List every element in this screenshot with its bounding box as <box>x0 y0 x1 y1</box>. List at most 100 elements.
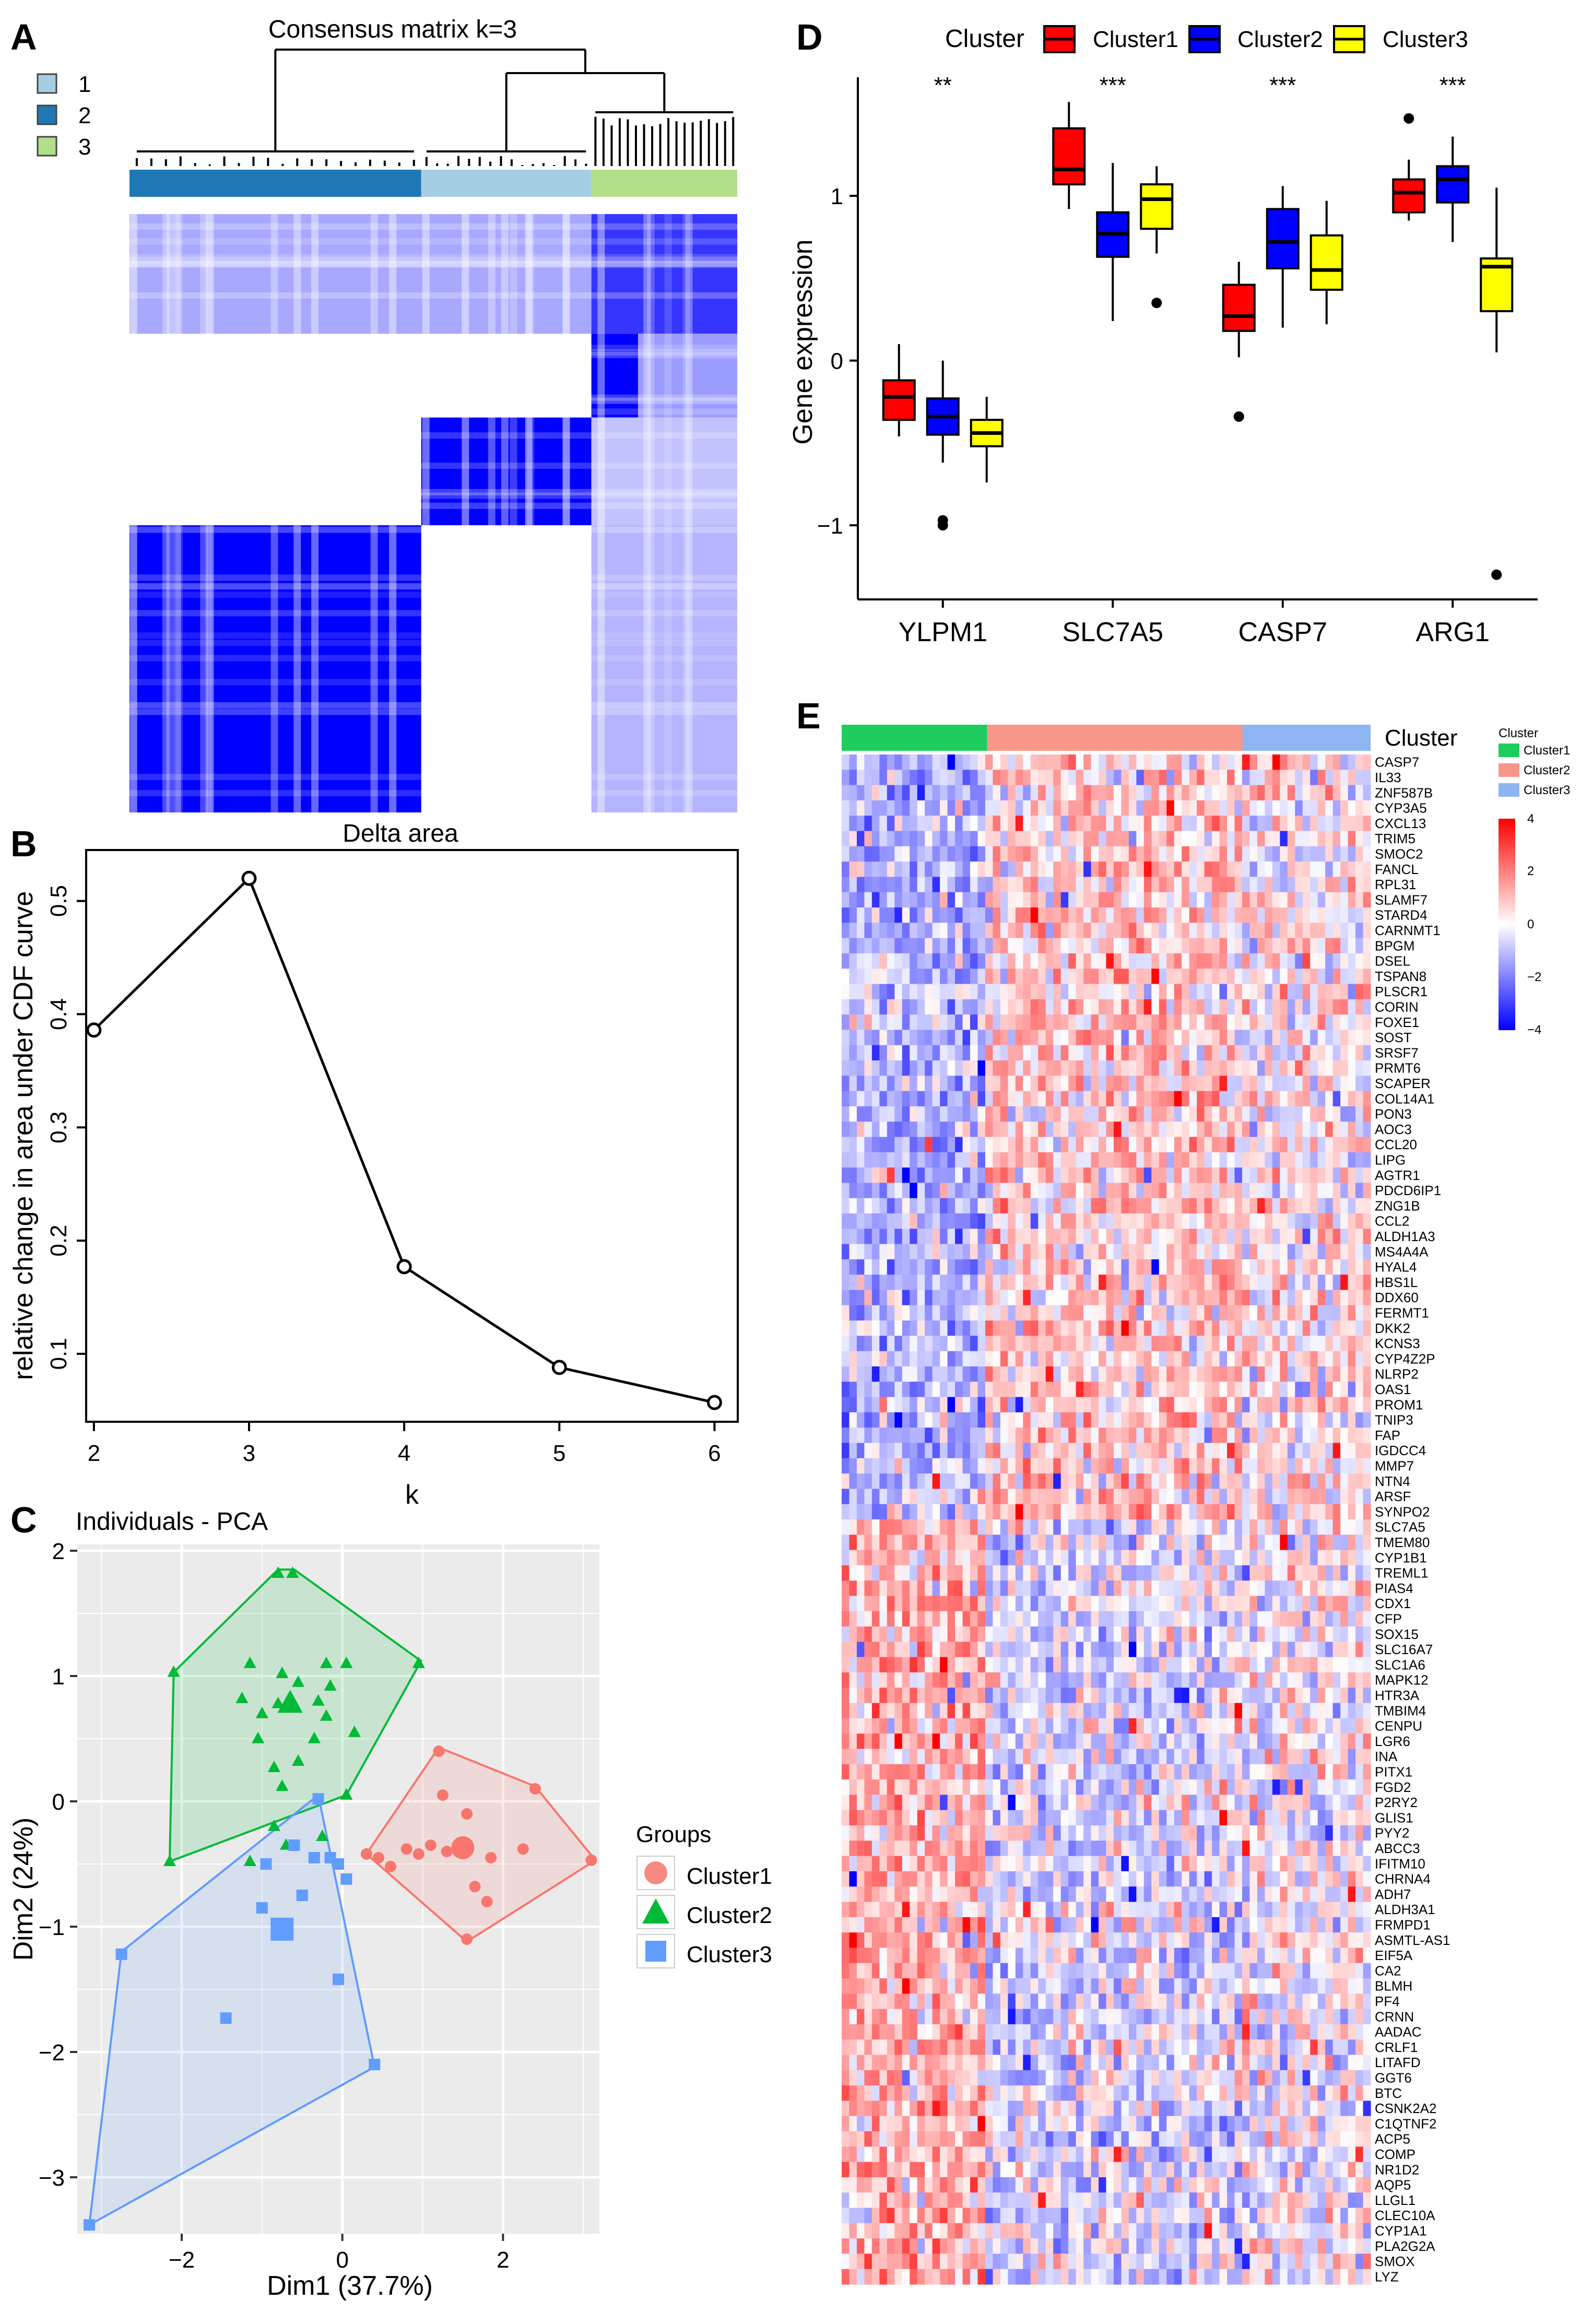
heatmap-cell <box>1325 846 1334 862</box>
heatmap-cell <box>1023 923 1031 939</box>
heatmap-cell <box>1099 1535 1107 1551</box>
heatmap-cell <box>1287 1688 1295 1704</box>
heatmap-cell <box>1083 1183 1092 1199</box>
heatmap-cell <box>1166 1351 1175 1367</box>
heatmap-cell <box>1340 1672 1349 1688</box>
heatmap-cell <box>1045 754 1054 770</box>
heatmap-cell <box>1151 1688 1160 1704</box>
heatmap-cell <box>1076 862 1084 877</box>
heatmap-cell <box>1143 1397 1152 1413</box>
heatmap-cell <box>925 754 933 770</box>
heatmap-cell <box>947 831 955 847</box>
heatmap-cell <box>993 1626 1001 1642</box>
heatmap-cell <box>1272 1596 1280 1612</box>
pca-point-cluster2 <box>272 1566 285 1578</box>
heatmap-cell <box>1295 1458 1303 1474</box>
heatmap-cell <box>1015 1672 1023 1688</box>
heatmap-cell <box>977 1167 986 1183</box>
heatmap-cell <box>1151 1733 1160 1750</box>
pca-point-cluster1 <box>360 1848 372 1860</box>
heatmap-cell <box>1045 770 1054 786</box>
heatmap-cell <box>1317 1091 1326 1107</box>
heatmap-cell <box>1310 1504 1318 1520</box>
heatmap-cell <box>1068 1366 1077 1382</box>
heatmap-cell <box>1076 1275 1084 1291</box>
heatmap-cell <box>1348 923 1356 939</box>
heatmap-cell <box>910 1091 918 1107</box>
heatmap-cell <box>977 1733 986 1750</box>
heatmap-cell <box>910 999 918 1015</box>
heatmap-cell <box>1053 1183 1061 1199</box>
heatmap-cell <box>1053 1259 1061 1275</box>
d-xtick-label: SLC7A5 <box>1062 617 1163 647</box>
heatmap-cell <box>856 1626 865 1642</box>
heatmap-cell <box>871 1045 880 1061</box>
heatmap-cell <box>1000 1336 1008 1352</box>
heatmap-cell <box>871 1428 880 1444</box>
pca-point-cluster2 <box>320 1656 333 1668</box>
heatmap-cell <box>1083 1122 1092 1138</box>
heatmap-cell <box>955 1336 963 1352</box>
heatmap-cell <box>1038 1611 1046 1627</box>
heatmap-cell <box>1068 1412 1077 1428</box>
heatmap-cell <box>970 754 978 770</box>
heatmap-cell <box>1053 1275 1061 1291</box>
heatmap-cell <box>1295 1519 1303 1535</box>
heatmap-cell <box>1038 846 1046 862</box>
heatmap-cell <box>1143 1152 1152 1168</box>
heatmap-cell <box>1121 1626 1129 1642</box>
heatmap-cell <box>1272 770 1280 786</box>
heatmap-cell <box>1355 1519 1364 1535</box>
heatmap-cell <box>1197 1076 1205 1092</box>
heatmap-cell <box>993 1351 1001 1367</box>
heatmap-cell <box>1083 1290 1092 1306</box>
heatmap-cell <box>1234 1137 1243 1153</box>
heatmap-cell <box>955 1672 963 1688</box>
heatmap-cell <box>1332 1657 1341 1673</box>
heatmap-cell <box>1219 785 1228 801</box>
heatmap-cell <box>1249 1336 1258 1352</box>
heatmap-cell <box>993 1703 1001 1719</box>
heatmap-cell <box>1023 1688 1031 1704</box>
heatmap-cell <box>1219 1351 1228 1367</box>
heatmap-cell <box>985 1305 994 1321</box>
heatmap-cell <box>1295 1626 1303 1642</box>
heatmap-cell <box>1249 1152 1258 1168</box>
heatmap-cell <box>1143 1366 1152 1382</box>
heatmap-cell <box>879 754 888 770</box>
heatmap-cell <box>1310 907 1318 923</box>
consensus-texture <box>129 261 737 267</box>
heatmap-cell <box>1151 1213 1160 1229</box>
heatmap-cell <box>1227 1443 1235 1459</box>
heatmap-cell <box>993 892 1001 908</box>
heatmap-cell <box>864 816 872 832</box>
d-box-cluster1 <box>882 379 916 421</box>
heatmap-cell <box>1182 846 1190 862</box>
heatmap-cell <box>1106 862 1114 877</box>
heatmap-cell <box>1355 831 1364 847</box>
heatmap-cell <box>1204 1565 1212 1581</box>
heatmap-cell <box>1099 1229 1107 1245</box>
heatmap-cell <box>1091 1611 1099 1627</box>
heatmap-cell <box>1151 1657 1160 1673</box>
heatmap-cell <box>1182 1412 1190 1428</box>
heatmap-cell <box>1076 1428 1084 1444</box>
heatmap-cell <box>970 1443 978 1459</box>
heatmap-cell <box>1038 862 1046 877</box>
heatmap-cell <box>1287 846 1295 862</box>
heatmap-cell <box>1325 1351 1334 1367</box>
heatmap-cell <box>1249 877 1258 893</box>
heatmap-cell <box>1159 1489 1167 1505</box>
heatmap-cell <box>1265 785 1273 801</box>
heatmap-cell <box>894 907 903 923</box>
heatmap-cell <box>1099 1565 1107 1581</box>
heatmap-cell <box>970 1565 978 1581</box>
heatmap-cell <box>1272 1688 1280 1704</box>
heatmap-cell <box>1355 816 1364 832</box>
heatmap-cell <box>962 1519 971 1535</box>
heatmap-cell <box>910 1458 918 1474</box>
heatmap-cell <box>947 1045 955 1061</box>
heatmap-cell <box>1363 907 1371 923</box>
heatmap-cell <box>1212 1733 1220 1750</box>
heatmap-cell <box>864 1504 872 1520</box>
